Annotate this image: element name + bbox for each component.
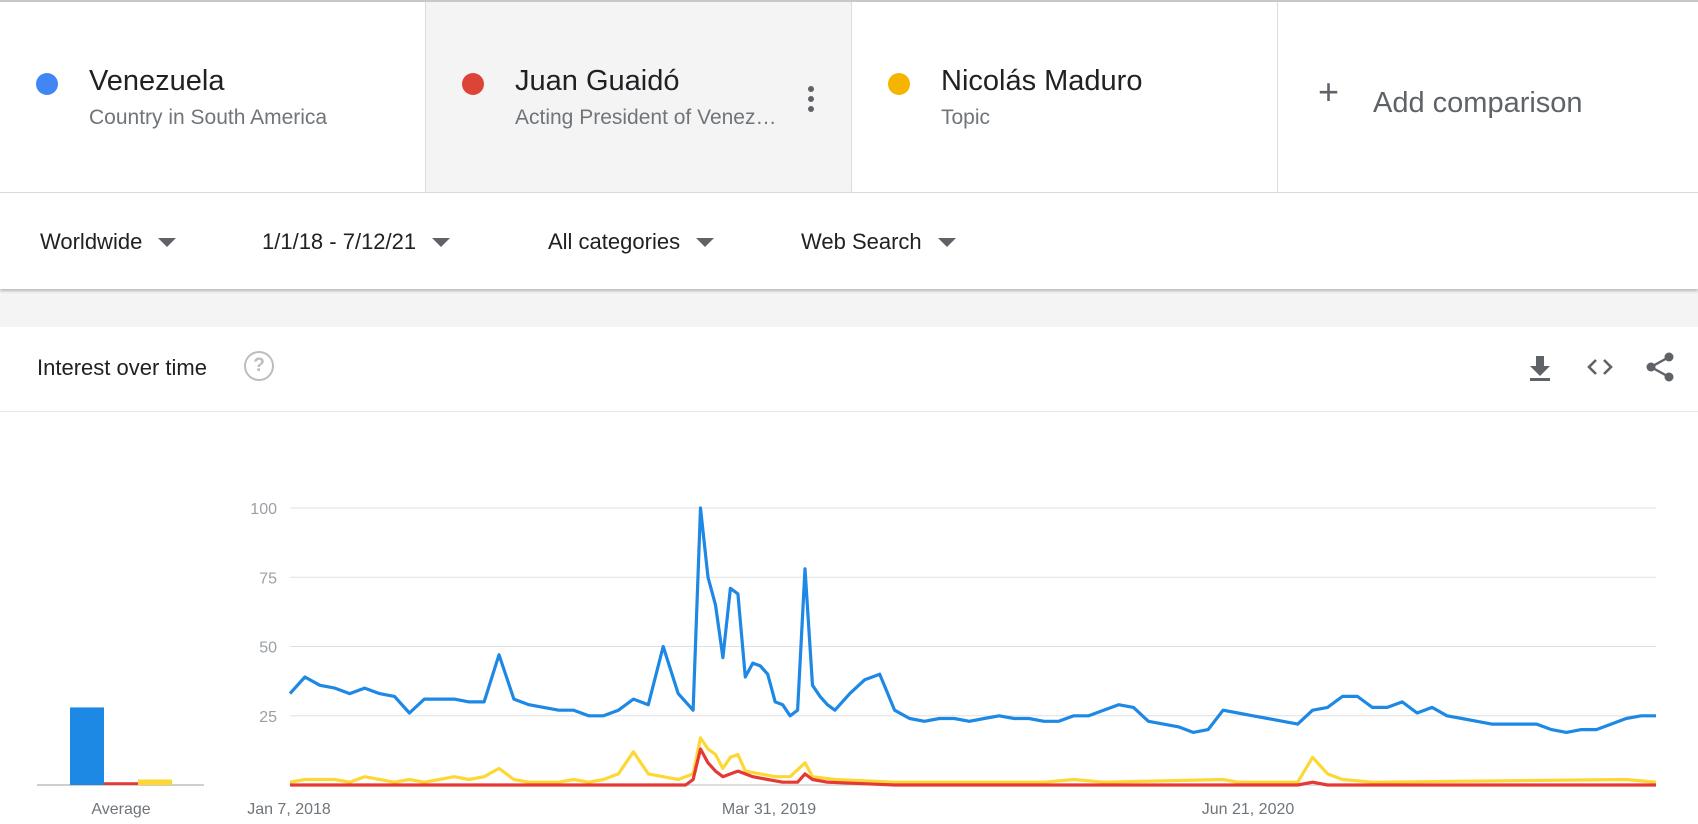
comparison-terms-bar: Venezuela Country in South America Juan … — [0, 2, 1698, 193]
x-tick-label: Jun 21, 2020 — [1202, 801, 1295, 818]
term-name: Venezuela — [89, 65, 225, 97]
more-options-icon[interactable] — [808, 86, 814, 112]
average-bar — [104, 782, 138, 785]
y-tick-label: 25 — [259, 709, 277, 726]
term-card-nicolas-maduro[interactable]: Nicolás Maduro Topic — [852, 2, 1278, 192]
term-color-dot — [462, 73, 484, 95]
series-line — [288, 506, 1656, 734]
y-tick-label: 100 — [250, 501, 277, 518]
chevron-down-icon — [158, 237, 177, 247]
search-type-dropdown[interactable]: Web Search — [801, 229, 956, 255]
search-type-value: Web Search — [801, 229, 922, 254]
embed-icon[interactable] — [1584, 351, 1616, 383]
region-dropdown[interactable]: Worldwide — [40, 229, 177, 255]
region-value: Worldwide — [40, 229, 143, 254]
time-range-value: 1/1/18 - 7/12/21 — [262, 229, 417, 254]
add-comparison-label: Add comparison — [1373, 87, 1583, 119]
interest-over-time-card: Interest over time ? 100 75 50 25 Jan 7, 201… — [0, 327, 1698, 824]
series-line — [290, 747, 1656, 787]
average-bar — [138, 779, 172, 785]
top-border — [0, 0, 1698, 2]
chevron-down-icon — [937, 237, 956, 247]
time-range-dropdown[interactable]: 1/1/18 - 7/12/21 — [262, 229, 451, 255]
term-subtitle: Acting President of Venezuela — [515, 106, 785, 129]
card-header: Interest over time ? — [0, 327, 1698, 412]
term-name: Juan Guaidó — [515, 65, 680, 97]
plus-icon: + — [1318, 71, 1340, 112]
x-tick-label: Jan 7, 2018 — [247, 801, 331, 818]
x-tick-label: Mar 31, 2019 — [722, 801, 816, 818]
download-icon[interactable] — [1524, 351, 1556, 383]
term-subtitle: Topic — [941, 106, 991, 129]
category-dropdown[interactable]: All categories — [548, 229, 715, 255]
share-icon[interactable] — [1644, 351, 1676, 383]
average-label: Average — [91, 801, 150, 818]
card-title: Interest over time — [37, 355, 207, 380]
term-card-juan-guaido[interactable]: Juan Guaidó Acting President of Venezuel… — [426, 2, 852, 192]
average-bar — [70, 707, 104, 785]
term-color-dot — [888, 73, 910, 95]
term-subtitle: Country in South America — [89, 106, 328, 129]
term-card-venezuela[interactable]: Venezuela Country in South America — [0, 2, 426, 192]
chevron-down-icon — [432, 237, 451, 247]
chevron-down-icon — [696, 237, 715, 247]
y-tick-label: 50 — [259, 640, 277, 657]
term-color-dot — [36, 73, 58, 95]
term-name: Nicolás Maduro — [941, 65, 1143, 97]
y-tick-label: 75 — [259, 570, 277, 587]
add-comparison-button[interactable]: + Add comparison — [1278, 2, 1698, 192]
filter-bar: Worldwide 1/1/18 - 7/12/21 All categorie… — [0, 193, 1698, 289]
help-icon[interactable]: ? — [244, 351, 274, 381]
interest-chart: 100 75 50 25 Jan 7, 2018 Mar 31, 2019 Jun 21, … — [37, 501, 1657, 818]
series-line — [289, 736, 1657, 784]
category-value: All categories — [548, 229, 681, 254]
